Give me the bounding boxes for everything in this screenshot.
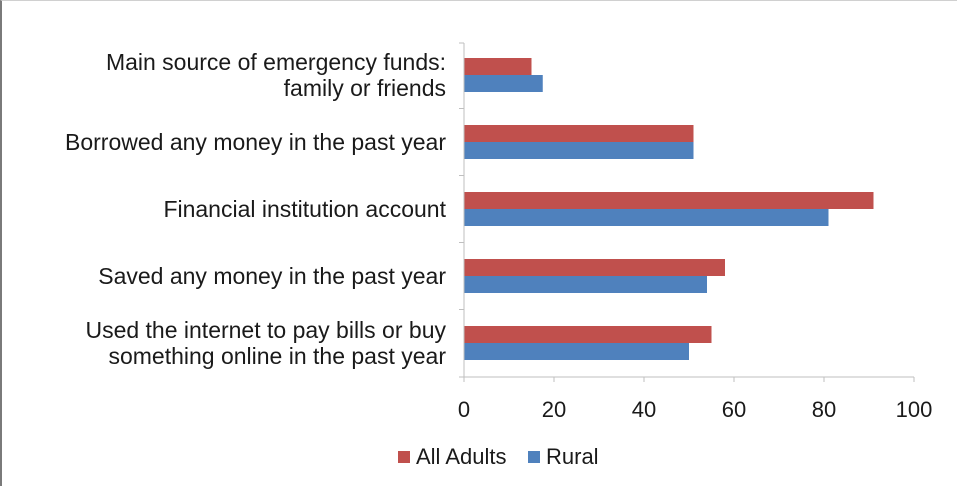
legend-label-all-adults: All Adults [416, 444, 507, 469]
category-label: Main source of emergency funds: [106, 49, 446, 75]
bar-rural-0 [464, 75, 543, 92]
category-label: Borrowed any money in the past year [65, 129, 446, 155]
bar-all-adults-2 [464, 192, 874, 209]
category-label: family or friends [284, 75, 446, 101]
bar-all-adults-1 [464, 125, 694, 142]
legend: All Adults Rural [398, 444, 599, 469]
x-tick-label: 100 [896, 397, 933, 422]
bar-rural-1 [464, 142, 694, 159]
category-label: Saved any money in the past year [98, 263, 446, 289]
x-tick-label: 40 [632, 397, 656, 422]
axes-group [459, 42, 915, 382]
bars-group [464, 58, 874, 360]
x-tick-label: 20 [542, 397, 566, 422]
legend-swatch-rural [528, 451, 540, 463]
bar-all-adults-0 [464, 58, 532, 75]
category-label: Financial institution account [163, 196, 446, 222]
bar-rural-4 [464, 343, 689, 360]
bar-rural-3 [464, 276, 707, 293]
legend-label-rural: Rural [546, 444, 599, 469]
x-tick-label: 80 [812, 397, 836, 422]
x-tick-label: 0 [458, 397, 470, 422]
bar-rural-2 [464, 209, 829, 226]
category-labels-group: Main source of emergency funds:family or… [65, 49, 447, 369]
x-tick-label: 60 [722, 397, 746, 422]
legend-swatch-all-adults [398, 451, 410, 463]
bar-all-adults-3 [464, 259, 725, 276]
category-label: something online in the past year [108, 343, 446, 369]
category-label: Used the internet to pay bills or buy [85, 317, 446, 343]
tick-labels-group: 0 20 40 60 80 100 [458, 397, 932, 422]
bar-all-adults-4 [464, 326, 712, 343]
